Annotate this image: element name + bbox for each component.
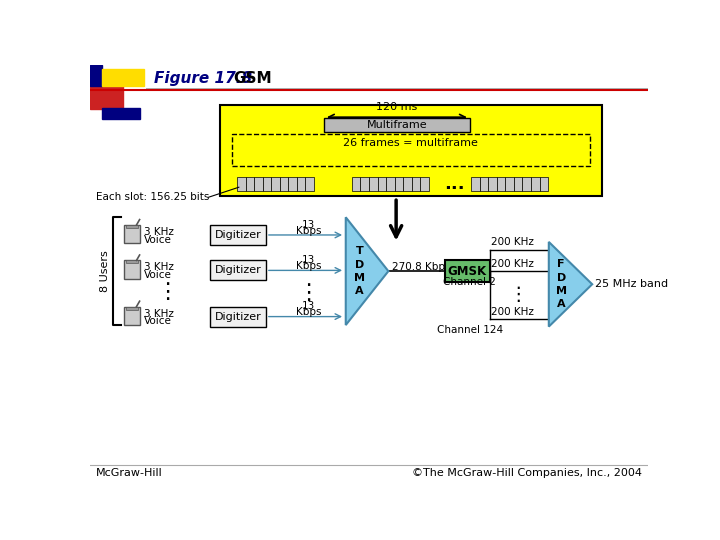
Bar bbox=[369, 177, 377, 191]
Text: 200 KHz: 200 KHz bbox=[492, 307, 534, 316]
Text: Voice: Voice bbox=[144, 234, 172, 245]
Bar bbox=[124, 225, 140, 244]
Text: Channel 124: Channel 124 bbox=[437, 325, 503, 335]
Text: T
D
M
A: T D M A bbox=[354, 246, 365, 296]
Text: Multiframe: Multiframe bbox=[366, 120, 427, 130]
Bar bbox=[271, 177, 280, 191]
Bar bbox=[539, 177, 548, 191]
Text: 200 KHz: 200 KHz bbox=[492, 237, 534, 247]
Polygon shape bbox=[346, 217, 388, 325]
Text: McGraw-Hill: McGraw-Hill bbox=[96, 468, 163, 478]
Text: Kbps: Kbps bbox=[296, 261, 321, 271]
Polygon shape bbox=[549, 242, 593, 327]
Bar bbox=[403, 177, 412, 191]
Text: Figure 17.8: Figure 17.8 bbox=[153, 71, 252, 86]
Bar bbox=[488, 177, 497, 191]
Text: 3 KHz: 3 KHz bbox=[144, 308, 174, 319]
Bar bbox=[297, 177, 305, 191]
Text: 13: 13 bbox=[302, 301, 315, 311]
Text: 120 ms: 120 ms bbox=[377, 102, 418, 112]
Bar bbox=[395, 177, 403, 191]
Bar bbox=[280, 177, 289, 191]
Text: Digitizer: Digitizer bbox=[215, 265, 261, 275]
Bar bbox=[102, 108, 140, 119]
Bar bbox=[377, 177, 386, 191]
Bar bbox=[246, 177, 254, 191]
Text: ©The McGraw-Hill Companies, Inc., 2004: ©The McGraw-Hill Companies, Inc., 2004 bbox=[412, 468, 642, 478]
Bar bbox=[289, 177, 297, 191]
Text: 200 KHz: 200 KHz bbox=[492, 259, 534, 269]
Bar bbox=[232, 134, 590, 166]
Text: 3 KHz: 3 KHz bbox=[144, 262, 174, 272]
Text: 3 KHz: 3 KHz bbox=[144, 227, 174, 237]
Text: 8 Users: 8 Users bbox=[101, 250, 110, 292]
Bar bbox=[472, 177, 480, 191]
Bar bbox=[420, 177, 428, 191]
Bar bbox=[102, 69, 144, 85]
Text: Digitizer: Digitizer bbox=[215, 312, 261, 322]
Bar bbox=[90, 65, 102, 85]
Bar bbox=[480, 177, 488, 191]
Bar bbox=[126, 225, 138, 228]
Text: ...: ... bbox=[444, 175, 464, 193]
Text: Voice: Voice bbox=[144, 316, 172, 326]
Bar bbox=[386, 177, 395, 191]
Bar bbox=[305, 177, 314, 191]
Bar bbox=[210, 260, 266, 280]
Text: ⋮: ⋮ bbox=[297, 284, 320, 303]
Text: GSM: GSM bbox=[233, 71, 272, 86]
Bar bbox=[126, 260, 138, 264]
Bar bbox=[210, 307, 266, 327]
Bar bbox=[523, 177, 531, 191]
Bar bbox=[90, 85, 122, 109]
Text: 25 MHz band: 25 MHz band bbox=[595, 279, 668, 289]
Text: Kbps: Kbps bbox=[296, 226, 321, 236]
Text: ⋮: ⋮ bbox=[508, 285, 528, 304]
Bar bbox=[124, 307, 140, 325]
Bar bbox=[412, 177, 420, 191]
Text: Channel 2: Channel 2 bbox=[444, 278, 496, 287]
Text: 13: 13 bbox=[302, 220, 315, 229]
Text: F
D
M
A: F D M A bbox=[556, 259, 567, 309]
Text: 270.8 Kbps: 270.8 Kbps bbox=[392, 261, 451, 272]
Bar bbox=[263, 177, 271, 191]
Text: Each slot: 156.25 bits: Each slot: 156.25 bits bbox=[96, 192, 210, 202]
Text: ⋮: ⋮ bbox=[156, 282, 179, 302]
Bar bbox=[254, 177, 263, 191]
Text: Kbps: Kbps bbox=[296, 307, 321, 318]
Bar bbox=[238, 177, 246, 191]
Text: GMSK: GMSK bbox=[448, 265, 487, 278]
Text: Digitizer: Digitizer bbox=[215, 230, 261, 240]
Bar bbox=[324, 118, 469, 132]
Text: 26 frames = multiframe: 26 frames = multiframe bbox=[343, 138, 478, 148]
Bar bbox=[352, 177, 361, 191]
Text: 13: 13 bbox=[302, 255, 315, 265]
Bar bbox=[220, 105, 601, 195]
Bar bbox=[361, 177, 369, 191]
Bar bbox=[497, 177, 505, 191]
Bar bbox=[445, 260, 490, 282]
Bar bbox=[124, 260, 140, 279]
Bar bbox=[505, 177, 514, 191]
Text: Voice: Voice bbox=[144, 270, 172, 280]
Bar bbox=[531, 177, 539, 191]
Bar bbox=[210, 225, 266, 245]
Bar bbox=[514, 177, 523, 191]
Bar bbox=[126, 307, 138, 309]
